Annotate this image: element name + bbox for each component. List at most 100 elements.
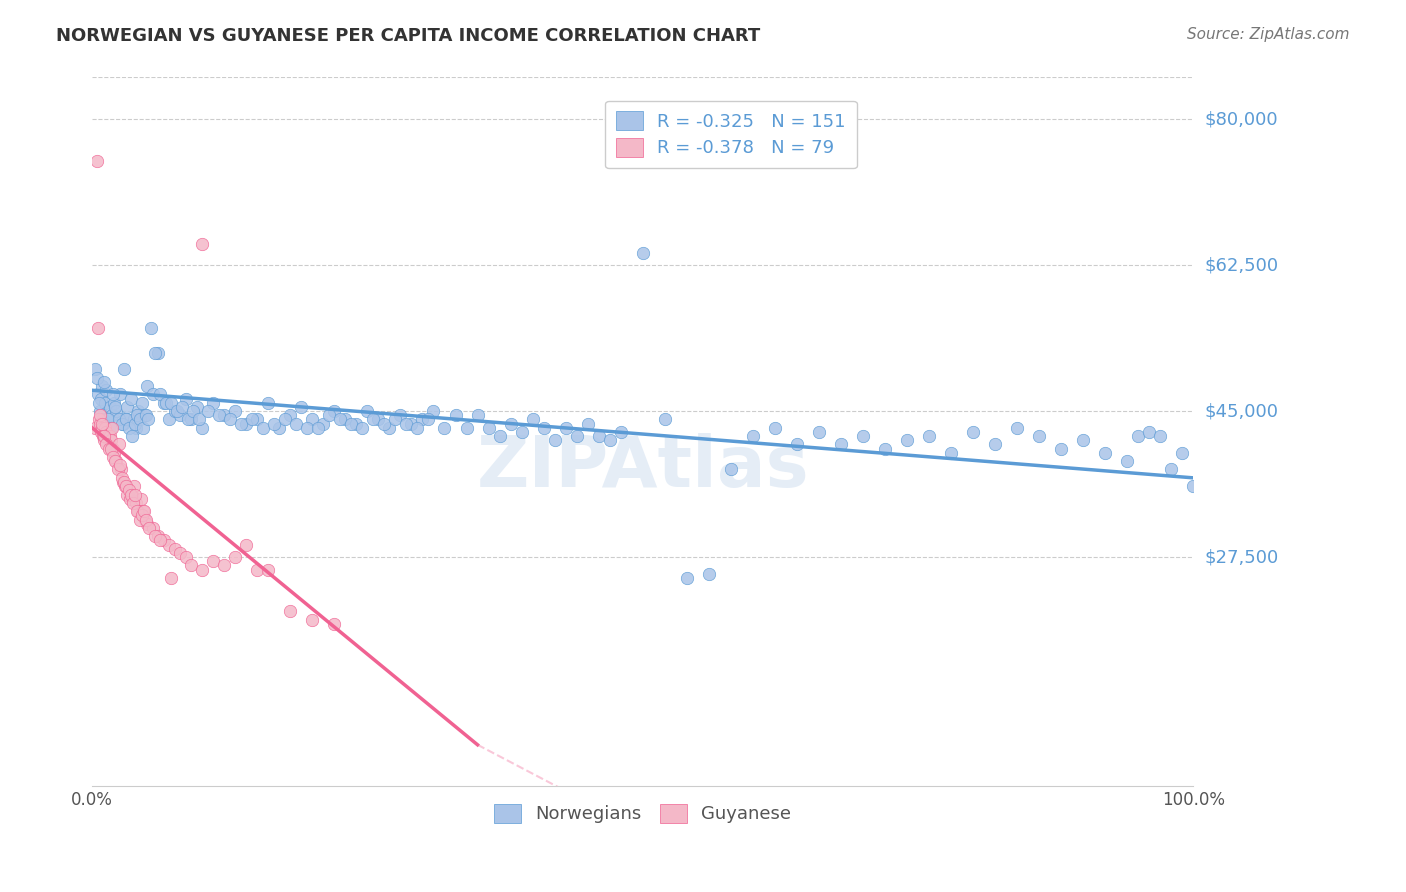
Point	[224, 550, 246, 565]
Point	[103, 396, 125, 410]
Point	[1071, 434, 1094, 448]
Point	[143, 345, 166, 359]
Point	[301, 613, 323, 627]
Point	[127, 409, 149, 423]
Point	[543, 434, 565, 448]
Point	[335, 412, 357, 426]
Point	[152, 396, 174, 410]
Point	[108, 387, 131, 401]
Point	[197, 404, 219, 418]
Point	[202, 396, 225, 410]
Point	[97, 442, 120, 456]
Point	[274, 412, 297, 426]
Point	[609, 425, 631, 439]
Point	[172, 400, 194, 414]
Point	[111, 475, 134, 489]
Point	[107, 412, 129, 426]
Point	[98, 400, 121, 414]
Point	[280, 409, 302, 423]
Point	[125, 421, 148, 435]
Point	[830, 437, 852, 451]
Point	[101, 421, 124, 435]
Point	[180, 558, 202, 573]
Point	[208, 409, 231, 423]
Point	[295, 421, 318, 435]
Point	[139, 320, 162, 334]
Point	[1171, 446, 1194, 460]
Point	[84, 362, 107, 376]
Point	[174, 550, 197, 565]
Text: $45,000: $45,000	[1205, 402, 1278, 420]
Point	[444, 409, 467, 423]
Point	[127, 504, 149, 518]
Point	[86, 153, 108, 168]
Point	[163, 541, 186, 556]
Point	[107, 462, 129, 476]
Point	[183, 404, 205, 418]
Point	[533, 421, 555, 435]
Point	[108, 458, 131, 473]
Point	[122, 412, 145, 426]
Text: $27,500: $27,500	[1205, 548, 1278, 566]
Point	[576, 417, 599, 431]
Point	[111, 417, 134, 431]
Point	[135, 409, 157, 423]
Point	[301, 412, 323, 426]
Point	[588, 429, 610, 443]
Point	[90, 425, 112, 439]
Point	[97, 429, 120, 443]
Point	[323, 616, 346, 631]
Point	[94, 396, 117, 410]
Point	[252, 421, 274, 435]
Point	[807, 425, 830, 439]
Point	[1094, 446, 1116, 460]
Point	[91, 429, 114, 443]
Point	[105, 404, 128, 418]
Point	[112, 362, 135, 376]
Point	[257, 396, 280, 410]
Point	[134, 512, 156, 526]
Point	[214, 409, 236, 423]
Point	[939, 446, 962, 460]
Point	[186, 400, 208, 414]
Point	[86, 387, 108, 401]
Point	[416, 412, 439, 426]
Point	[177, 412, 200, 426]
Point	[142, 387, 165, 401]
Point	[280, 604, 302, 618]
Point	[411, 412, 433, 426]
Point	[136, 516, 159, 531]
Point	[318, 409, 340, 423]
Point	[510, 425, 533, 439]
Point	[741, 429, 763, 443]
Point	[89, 409, 111, 423]
Point	[148, 529, 170, 543]
Point	[128, 512, 150, 526]
Point	[246, 412, 269, 426]
Point	[101, 387, 124, 401]
Point	[340, 417, 363, 431]
Text: $62,500: $62,500	[1205, 256, 1278, 274]
Point	[224, 404, 246, 418]
Point	[356, 404, 378, 418]
Point	[129, 491, 152, 506]
Point	[90, 392, 112, 406]
Point	[118, 491, 141, 506]
Point	[1137, 425, 1160, 439]
Point	[180, 412, 202, 426]
Point	[554, 421, 576, 435]
Point	[163, 404, 186, 418]
Point	[373, 417, 395, 431]
Point	[433, 421, 456, 435]
Point	[896, 434, 918, 448]
Point	[852, 429, 875, 443]
Point	[101, 409, 124, 423]
Point	[1005, 421, 1028, 435]
Point	[456, 421, 478, 435]
Point	[89, 404, 111, 418]
Point	[467, 409, 489, 423]
Point	[104, 454, 127, 468]
Point	[367, 412, 389, 426]
Point	[121, 429, 143, 443]
Point	[132, 504, 155, 518]
